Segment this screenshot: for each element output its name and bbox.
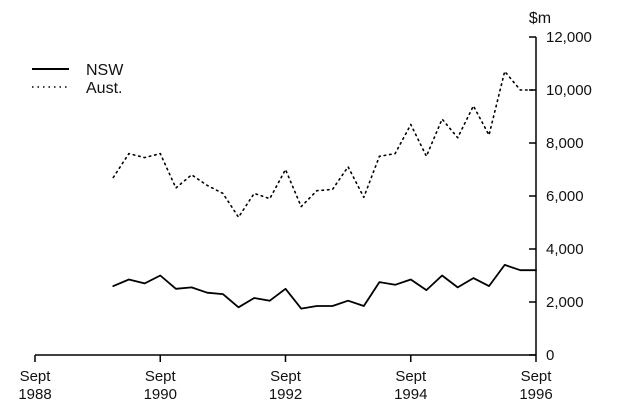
x-tick-label-year: 1992 [269, 386, 302, 403]
x-tick-label-month: Sept [395, 368, 427, 385]
y-axis-unit-label: $m [529, 10, 551, 27]
legend: NSW Aust. [32, 62, 124, 97]
x-tick-label-year: 1996 [519, 386, 552, 403]
y-axis-ticks: 0 2,000 4,000 6,000 8,000 10,000 12,000 [529, 29, 592, 364]
y-tick-label: 8,000 [546, 135, 584, 152]
series-line-aust [112, 70, 537, 218]
x-tick-label-year: 1988 [18, 386, 51, 403]
x-tick-label-month: Sept [270, 368, 302, 385]
y-tick-label: 6,000 [546, 188, 584, 205]
y-tick-label: 4,000 [546, 241, 584, 258]
y-tick-label: 0 [546, 347, 554, 364]
legend-label-aust: Aust. [86, 80, 122, 97]
y-tick-label: 10,000 [546, 82, 592, 99]
x-tick-label-month: Sept [145, 368, 177, 385]
x-tick-label-month: Sept [20, 368, 52, 385]
legend-label-nsw: NSW [86, 62, 124, 79]
series-layer [112, 70, 537, 310]
x-tick-label-month: Sept [521, 368, 553, 385]
y-tick-label: 12,000 [546, 29, 592, 46]
series-line-nsw [112, 263, 537, 310]
y-tick-label: 2,000 [546, 294, 584, 311]
x-tick-label-year: 1990 [144, 386, 177, 403]
x-tick-label-year: 1994 [394, 386, 427, 403]
